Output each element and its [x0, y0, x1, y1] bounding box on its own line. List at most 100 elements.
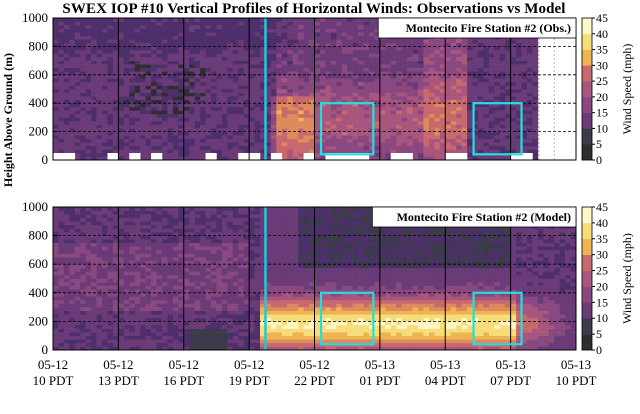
- heatmap-cell: [74, 67, 81, 72]
- heatmap-cell: [210, 64, 217, 68]
- heatmap-cell: [74, 210, 81, 215]
- heatmap-cell: [221, 106, 228, 111]
- heatmap-cell: [379, 120, 386, 125]
- heatmap-cell: [238, 28, 244, 33]
- heatmap-cell: [210, 18, 217, 22]
- heatmap-cell: [254, 78, 261, 83]
- heatmap-cell: [118, 310, 125, 315]
- heatmap-cell: [183, 57, 190, 61]
- heatmap-cell: [91, 156, 97, 160]
- heatmap-cell: [445, 128, 451, 132]
- heatmap-cell: [260, 85, 266, 90]
- heatmap-cell: [123, 124, 130, 129]
- heatmap-cell: [434, 42, 441, 47]
- heatmap-cell: [194, 28, 201, 33]
- heatmap-cell: [499, 85, 506, 90]
- heatmap-cell: [221, 224, 228, 229]
- heatmap-cell: [287, 120, 294, 125]
- heatmap-cell: [151, 42, 157, 47]
- heatmap-cell: [319, 149, 326, 154]
- heatmap-cell: [140, 64, 146, 68]
- heatmap-cell: [516, 67, 522, 72]
- heatmap-cell: [183, 60, 190, 65]
- heatmap-cell: [319, 53, 326, 58]
- heatmap-cell: [368, 99, 375, 104]
- heatmap-cell: [151, 124, 157, 129]
- heatmap-cell: [118, 32, 125, 37]
- heatmap-cell: [210, 282, 217, 286]
- heatmap-cell: [145, 285, 152, 290]
- heatmap-cell: [161, 310, 168, 315]
- heatmap-cell: [298, 81, 304, 86]
- heatmap-cell: [385, 120, 392, 125]
- heatmap-cell: [216, 257, 223, 261]
- heatmap-cell: [205, 46, 212, 51]
- heatmap-cell: [140, 239, 146, 244]
- heatmap-cell: [227, 282, 234, 286]
- heatmap-cell: [118, 152, 125, 157]
- heatmap-cell: [118, 67, 125, 72]
- heatmap-cell: [319, 32, 326, 37]
- heatmap-cell: [102, 296, 108, 301]
- heatmap-cell: [178, 307, 185, 311]
- heatmap-cell: [80, 128, 86, 132]
- heatmap-cell: [249, 21, 255, 26]
- heatmap-cell: [140, 67, 146, 72]
- heatmap-cell: [287, 85, 294, 90]
- heatmap-cell: [477, 39, 484, 44]
- heatmap-cell: [445, 96, 451, 100]
- heatmap-cell: [107, 282, 114, 286]
- heatmap-cell: [161, 28, 168, 33]
- heatmap-cell: [145, 64, 152, 68]
- heatmap-cell: [456, 103, 462, 108]
- heatmap-cell: [303, 142, 310, 147]
- heatmap-cell: [461, 117, 468, 122]
- heatmap-cell: [439, 128, 446, 132]
- heatmap-cell: [129, 131, 136, 136]
- heatmap-cell: [194, 235, 201, 240]
- heatmap-cell: [445, 46, 451, 51]
- heatmap-cell: [200, 271, 206, 276]
- heatmap-cell: [249, 128, 255, 132]
- heatmap-cell: [205, 289, 212, 294]
- heatmap-cell: [418, 142, 424, 147]
- heatmap-cell: [96, 81, 103, 86]
- heatmap-cell: [363, 67, 370, 72]
- heatmap-cell: [450, 110, 457, 115]
- heatmap-cell: [450, 142, 457, 147]
- heatmap-cell: [526, 92, 533, 97]
- heatmap-cell: [151, 39, 157, 44]
- heatmap-cell: [526, 89, 533, 93]
- heatmap-cell: [488, 103, 495, 108]
- heatmap-cell: [488, 113, 495, 118]
- heatmap-cell: [521, 142, 528, 147]
- heatmap-cell: [161, 246, 168, 251]
- heatmap-cell: [205, 264, 212, 269]
- heatmap-cell: [325, 96, 332, 100]
- heatmap-cell: [505, 57, 511, 61]
- heatmap-cell: [200, 92, 206, 97]
- heatmap-cell: [385, 64, 392, 68]
- heatmap-cell: [107, 96, 114, 100]
- heatmap-cell: [53, 71, 59, 76]
- heatmap-cell: [85, 96, 92, 100]
- heatmap-cell: [270, 18, 277, 22]
- heatmap-cell: [140, 249, 146, 254]
- heatmap-cell: [407, 96, 413, 100]
- heatmap-cell: [151, 117, 157, 122]
- heatmap-cell: [227, 217, 234, 222]
- heatmap-cell: [58, 53, 65, 58]
- heatmap-cell: [172, 242, 179, 247]
- heatmap-cell: [58, 138, 65, 143]
- heatmap-cell: [216, 314, 223, 319]
- heatmap-cell: [287, 28, 294, 33]
- heatmap-cell: [472, 142, 479, 147]
- heatmap-cell: [178, 217, 185, 222]
- heatmap-cell: [456, 99, 462, 104]
- heatmap-cell: [483, 92, 490, 97]
- heatmap-cell: [183, 249, 190, 254]
- heatmap-cell: [178, 299, 185, 304]
- heatmap-cell: [505, 149, 511, 154]
- heatmap-cell: [336, 113, 343, 118]
- heatmap-cell: [281, 46, 288, 51]
